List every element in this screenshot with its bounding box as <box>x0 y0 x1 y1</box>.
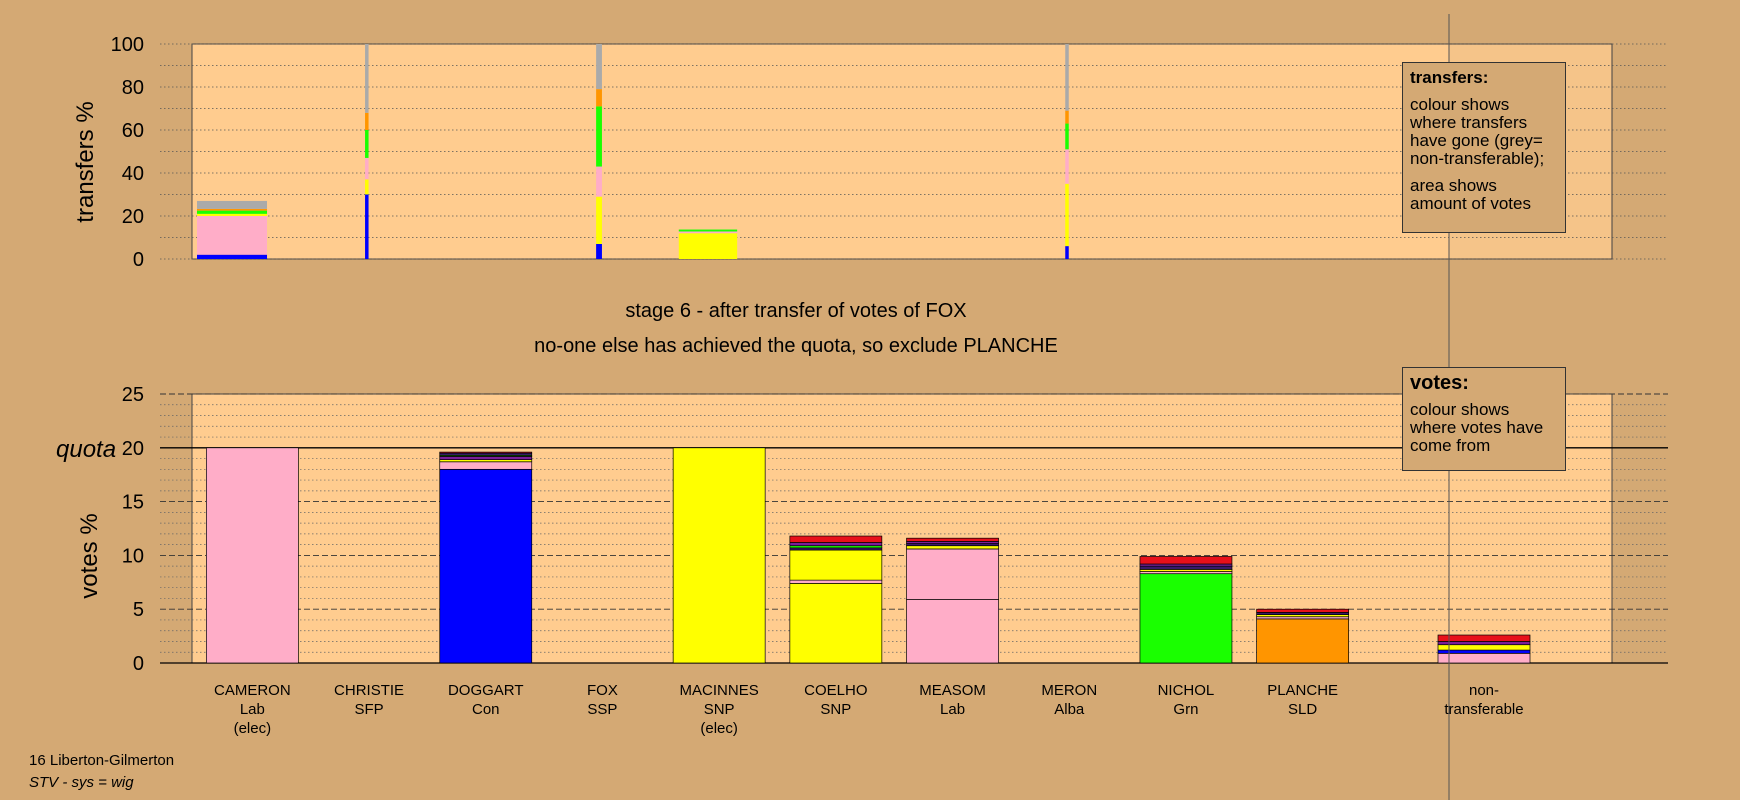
constituency-name: 16 Liberton-Gilmerton <box>29 752 175 769</box>
vote-segment-measom <box>906 545 999 550</box>
candidate-label-macinnes: MACINNES SNP (elec) <box>679 682 759 737</box>
votes-axis-label: votes % <box>76 513 103 598</box>
votes-legend-line1: colour shows where votes have come from <box>1410 400 1544 455</box>
vote-segment-non-transferable <box>1437 649 1531 654</box>
transfer-segment-fox <box>596 196 602 244</box>
transfer-segment-fox <box>596 89 602 107</box>
candidate-label-cameron: CAMERON Lab (elec) <box>214 682 291 737</box>
transfer-segment-cameron <box>197 208 268 211</box>
transfer-segment-macinnes <box>678 233 738 259</box>
transfer-segment-cameron <box>197 213 268 216</box>
transfer-segment-macinnes <box>678 231 738 234</box>
quota-label: quota <box>56 436 116 463</box>
votes-tick-label: 20 <box>122 438 144 460</box>
transfer-segment-christie <box>365 194 369 259</box>
vote-segment-coelho <box>789 583 883 664</box>
vote-segment-measom <box>906 548 999 600</box>
candidate-label-coelho: COELHO SNP <box>804 682 868 718</box>
vote-segment-measom <box>906 599 999 664</box>
vote-segment-doggart <box>439 468 533 664</box>
transfer-segment-fox <box>596 166 602 197</box>
transfers-tick-label: 100 <box>111 34 144 56</box>
transfer-segment-cameron <box>197 216 268 255</box>
transfer-segment-macinnes <box>678 229 738 232</box>
transfer-segment-fox <box>596 106 602 167</box>
transfer-segment-fox <box>596 44 602 90</box>
vote-segment-planche <box>1256 618 1350 664</box>
candidate-label-measom: MEASOM Lab <box>919 682 986 718</box>
vote-segment-coelho <box>789 542 883 547</box>
candidate-label-non-transferable: non- transferable <box>1444 682 1524 718</box>
vote-segment-nichol <box>1139 573 1233 664</box>
votes-tick-label: 25 <box>122 384 144 406</box>
transfers-tick-label: 40 <box>122 163 144 185</box>
candidate-label-meron: MERON Alba <box>1041 682 1098 718</box>
votes-chart: 0 5 10 15 20 25 <box>122 384 1668 675</box>
votes-plot-area <box>191 393 1613 664</box>
stage-action: no-one else has achieved the quota, so e… <box>534 335 1058 357</box>
transfer-segment-meron <box>1065 246 1069 259</box>
transfer-segment-meron <box>1065 183 1069 247</box>
transfers-legend: transfers: colour shows where transfers … <box>1402 62 1566 233</box>
candidate-label-fox: FOX SSP <box>587 682 618 718</box>
transfers-legend-line1: colour shows where transfers have gone (… <box>1410 95 1545 168</box>
vote-segment-coelho <box>789 535 883 543</box>
transfer-segment-christie <box>365 130 369 158</box>
stage-title: stage 6 - after transfer of votes of FOX <box>625 300 967 322</box>
vote-segment-nichol <box>1139 565 1233 570</box>
vote-segment-coelho <box>789 549 883 581</box>
candidate-label-doggart: DOGGART Con <box>447 682 524 718</box>
vote-segment-macinnes <box>672 447 766 664</box>
candidate-label-christie: CHRISTIE SFP <box>334 682 405 718</box>
votes-tick-label: 10 <box>122 545 144 567</box>
transfer-segment-christie <box>365 112 369 130</box>
vote-segment-non-transferable <box>1437 644 1531 651</box>
transfers-legend-title: transfers: <box>1410 68 1489 87</box>
transfer-segment-meron <box>1065 149 1069 184</box>
transfer-segment-meron <box>1065 44 1069 111</box>
candidate-label-nichol: NICHOL Grn <box>1157 682 1215 718</box>
transfer-segment-cameron <box>197 254 268 259</box>
transfer-segment-fox <box>596 243 602 259</box>
vote-segment-coelho <box>789 579 883 584</box>
vote-segment-doggart <box>439 456 533 460</box>
transfer-segment-christie <box>365 44 369 113</box>
vote-segment-doggart <box>439 461 533 470</box>
votes-legend-title: votes: <box>1410 372 1469 394</box>
votes-tick-label: 15 <box>122 492 144 514</box>
vote-segment-doggart <box>439 451 533 454</box>
transfer-segment-meron <box>1065 110 1069 124</box>
transfers-tick-label: 0 <box>133 249 144 271</box>
vote-segment-non-transferable <box>1437 652 1531 664</box>
transfers-tick-label: 80 <box>122 77 144 99</box>
transfer-segment-christie <box>365 179 369 195</box>
votes-tick-label: 0 <box>133 653 144 675</box>
transfers-axis-label: transfers % <box>72 101 99 222</box>
vote-segment-non-transferable <box>1437 634 1531 642</box>
votes-tick-label: 5 <box>133 599 144 621</box>
vote-segment-measom <box>906 537 999 542</box>
transfer-segment-cameron <box>197 210 268 214</box>
vote-segment-cameron <box>206 447 299 664</box>
vote-segment-nichol <box>1139 556 1233 565</box>
transfers-tick-label: 60 <box>122 120 144 142</box>
transfers-legend-line2: area shows amount of votes <box>1410 176 1531 213</box>
transfer-segment-cameron <box>197 200 268 209</box>
system-label: STV - sys = wig <box>29 774 134 791</box>
transfer-segment-meron <box>1065 123 1069 150</box>
votes-legend: votes: colour shows where votes have com… <box>1402 367 1566 471</box>
transfers-tick-label: 20 <box>122 206 144 228</box>
vote-segment-planche <box>1256 608 1350 613</box>
transfer-segment-christie <box>365 157 369 180</box>
candidate-label-planche: PLANCHE SLD <box>1267 682 1339 718</box>
vote-segment-non-transferable <box>1437 641 1531 646</box>
